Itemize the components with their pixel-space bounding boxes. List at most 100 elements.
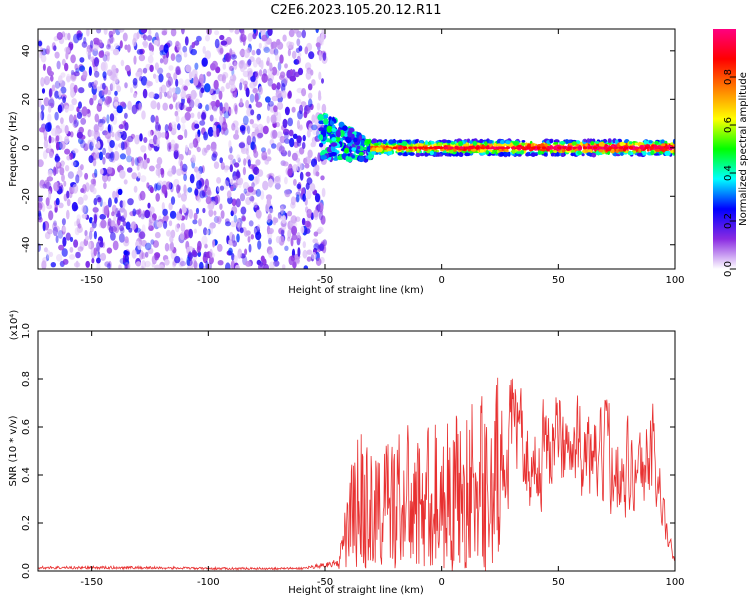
heatmap-cell [217,186,221,192]
heatmap-cell [165,215,169,221]
heatmap-cell [608,146,613,150]
heatmap-cell [595,151,600,156]
heatmap-cell [469,146,475,150]
heatmap-cell [297,67,304,76]
heatmap-cell [225,221,231,227]
heatmap-cell [290,237,294,247]
heatmap-cell [38,243,41,252]
heatmap-cell [43,138,49,149]
heatmap-cell [147,55,154,64]
heatmap-cell [59,166,65,176]
heatmap-cell [284,138,291,144]
heatmap-cell [337,155,343,161]
heatmap-cell [273,48,279,56]
heatmap-cell [371,150,376,155]
heatmap-cell [239,227,244,234]
heatmap-y-axis-label: Frequency (Hz) [8,111,19,187]
heatmap-cell [299,171,304,181]
snr-y-scale-label: (x10⁴) [9,310,20,341]
heatmap-cell [346,156,353,163]
heatmap-cell [510,146,516,150]
heatmap-cell [106,69,113,76]
snr-panel: -150 -100 -50 0 50 100 0.0 0.2 0.4 0.6 0.8 1.0 Heig… [8,310,685,596]
heatmap-cell [103,29,108,35]
heatmap-cell [290,215,297,224]
heatmap-cell [277,41,284,50]
heatmap-cell [280,229,285,237]
heatmap-cell [107,38,111,48]
heatmap-cell [114,131,121,141]
heatmap-cell [79,65,86,72]
heatmap-cell [237,251,242,259]
heatmap-cell [242,166,246,176]
heatmap-cell [291,50,297,59]
heatmap-cell [119,40,123,49]
heatmap-cell [225,177,230,187]
heatmap-cell [665,150,671,156]
heatmap-cell [43,75,50,86]
heatmap-cell [204,178,209,189]
heatmap-cell [302,241,306,249]
heatmap-cell [206,144,211,151]
heatmap-cell [108,30,114,38]
heatmap-cell [76,214,82,222]
heatmap-cell [245,260,252,267]
heatmap-cell [142,88,148,99]
heatmap-cell [170,139,176,148]
heatmap-cell [638,148,642,154]
heatmap-cell [318,71,322,80]
heatmap-cell [143,137,148,143]
y-tick-label: 1.0 [21,323,32,339]
heatmap-cell [170,53,176,61]
heatmap-cell [55,197,60,206]
heatmap-cell [98,122,104,132]
heatmap-cell [73,160,80,168]
heatmap-cell [284,131,289,140]
heatmap-cell [132,77,138,86]
heatmap-cell [342,125,348,131]
heatmap-cell [590,141,595,146]
heatmap-cell [275,235,281,244]
heatmap-cell [162,208,168,217]
heatmap-cell [282,34,287,42]
heatmap-cell [95,241,100,252]
heatmap-cell [119,207,126,213]
heatmap-cell [199,261,204,269]
heatmap-cell [586,152,592,156]
heatmap-cell [58,75,63,84]
heatmap-cell [194,188,199,196]
colorbar: 0.0 0.2 0.4 0.6 0.8 Normalized spectral ampl… [713,29,749,277]
heatmap-cell [50,75,54,82]
heatmap-cell [291,225,298,236]
heatmap-cell [297,247,301,257]
heatmap-cell [88,155,94,164]
heatmap-cell [120,101,126,108]
heatmap-cell [93,123,99,133]
heatmap-cell [156,221,163,228]
heatmap-cell [225,262,231,269]
heatmap-cell [117,215,123,221]
heatmap-cell [397,152,403,156]
heatmap-cell [150,114,156,123]
heatmap-cell [109,140,115,148]
heatmap-cell [297,110,303,120]
heatmap-cell [76,111,83,119]
heatmap-cell [94,152,99,160]
heatmap-cell [177,192,182,198]
heatmap-cell [140,265,144,269]
heatmap-cell [66,73,71,83]
heatmap-cell [114,90,118,96]
heatmap-cell [187,187,193,193]
heatmap-cell [42,63,46,71]
heatmap-cell [144,209,151,219]
heatmap-cell [124,122,129,131]
heatmap-cell [107,174,111,182]
heatmap-cell [109,34,114,44]
heatmap-cell [244,191,251,197]
heatmap-cell [216,215,222,225]
heatmap-cell [315,171,320,177]
heatmap-cell [292,133,298,139]
heatmap-cell [112,190,117,199]
heatmap-cell [73,84,78,94]
heatmap-cell [243,158,247,166]
